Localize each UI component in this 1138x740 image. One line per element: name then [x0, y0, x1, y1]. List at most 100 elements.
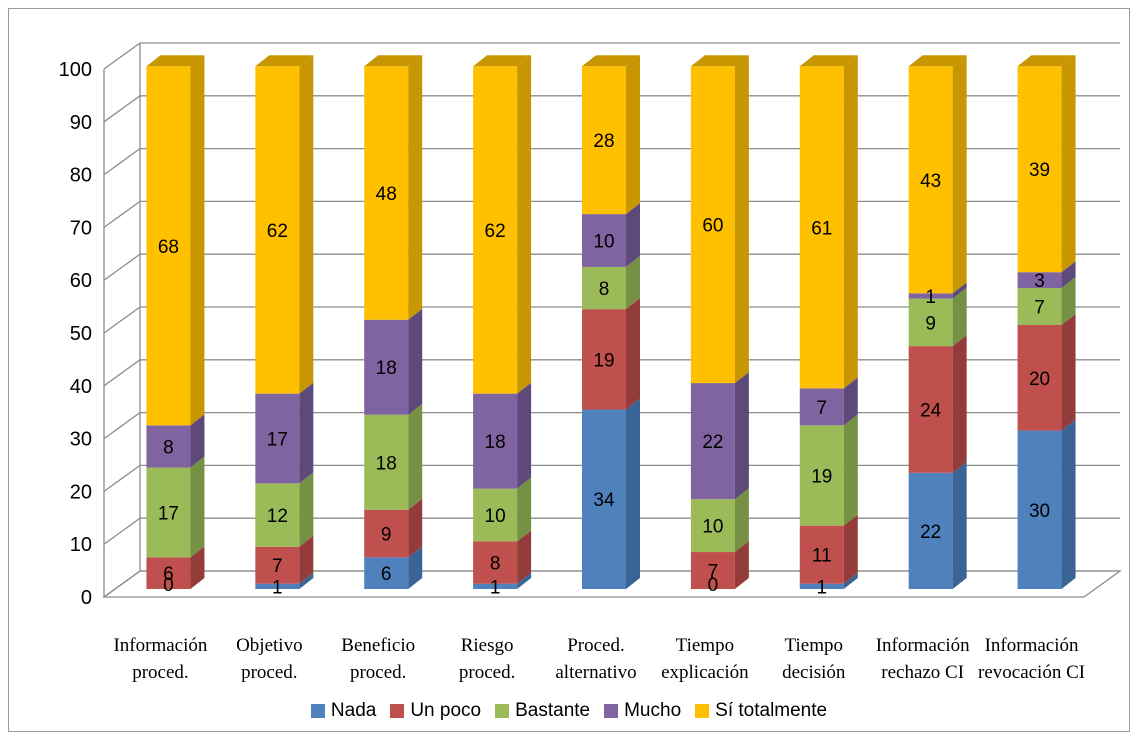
grid-depth-line: [103, 306, 141, 334]
bar-segment-side: [626, 398, 640, 589]
x-tick-label: proced.: [132, 662, 188, 683]
data-label: 22: [920, 522, 941, 543]
bar-top: [582, 55, 640, 67]
bar-segment-side: [299, 382, 314, 484]
x-tick-label: rechazo CI: [881, 662, 964, 683]
x-tick-label: proced.: [459, 662, 515, 683]
bar-segment: [473, 583, 518, 589]
x-tick-label: alternativo: [555, 662, 636, 683]
bar-stack: 17 12 17 62: [255, 55, 314, 598]
data-label: 28: [593, 131, 614, 152]
x-tick-label: Tiempo: [785, 635, 843, 656]
y-tick-label: 50: [70, 323, 92, 345]
bar-segment-side: [1061, 314, 1076, 431]
bar-stack: 30 20 7 3 39: [1017, 55, 1076, 589]
legend: Nada Un poco Bastante Mucho Sí totalmente: [0, 696, 1138, 726]
bar-segment-side: [299, 535, 314, 584]
x-tick-label: Beneficio: [341, 635, 415, 656]
y-tick-label: 100: [59, 59, 92, 81]
grid-depth-line: [103, 412, 141, 440]
bar-segment: [473, 66, 518, 394]
bar-segment: [582, 309, 626, 410]
bar-top: [1017, 55, 1076, 67]
legend-item: Un poco: [390, 700, 481, 722]
bar-segment: [582, 214, 626, 267]
legend-item: Bastante: [495, 700, 590, 722]
data-label: 60: [702, 216, 723, 237]
bar-stack: 07 10 22 60: [690, 55, 749, 596]
bar-segment-side: [734, 488, 749, 553]
data-label: 10: [485, 506, 506, 527]
data-label: 34: [593, 490, 615, 511]
bar-stack: 06 17 8 68: [146, 55, 205, 596]
bar-segment-side: [408, 403, 423, 510]
bars: 0617868171217626918184818101862341981028…: [146, 55, 1076, 598]
x-tick-label: Información: [876, 635, 970, 656]
legend-label: Bastante: [515, 700, 591, 721]
y-tick-label: 90: [70, 112, 92, 134]
bar-segment: [255, 483, 300, 547]
bar-segment: [1017, 66, 1062, 273]
legend-item: Sí totalmente: [695, 700, 827, 722]
bar-segment: [473, 393, 518, 489]
data-label: 18: [376, 358, 397, 379]
grid-depth-line: [103, 253, 141, 281]
bar-segment-side: [952, 282, 967, 299]
bar-segment: [799, 66, 844, 389]
data-label: 19: [811, 466, 832, 487]
bar-stack: 34 19 8 10 28: [582, 55, 640, 589]
data-label: 10: [702, 517, 723, 538]
data-label: 0: [708, 575, 719, 596]
x-tick-label: proced.: [241, 662, 297, 683]
bar-segment-side: [843, 55, 858, 389]
grid-depth-line: [103, 200, 141, 228]
bar-top: [364, 55, 423, 67]
bar-segment: [908, 298, 953, 347]
legend-label: Nada: [330, 700, 377, 721]
data-label: 39: [1029, 160, 1050, 181]
bar-top: [908, 55, 967, 67]
bar-segment-side: [408, 498, 423, 558]
bar-segment: [364, 557, 409, 589]
bar-segment: [799, 525, 844, 584]
bar-stack: 6 9 18 18 48: [364, 55, 423, 589]
bar-segment: [255, 546, 300, 584]
y-axis-ticks: 0 10 20 30 40 50 60 70 80 90 100: [59, 59, 92, 609]
legend-swatch: [695, 704, 710, 718]
legend-swatch: [310, 704, 325, 718]
x-tick-label: proced.: [350, 662, 406, 683]
x-tick-label: decisión: [782, 662, 846, 683]
data-label: 6: [163, 564, 174, 585]
bar-segment: [799, 388, 844, 426]
bar-segment-side: [843, 572, 858, 589]
data-label: 17: [158, 503, 179, 524]
bar-segment-side: [517, 477, 532, 542]
bar-segment-side: [734, 55, 749, 384]
bar-segment-side: [190, 456, 205, 558]
data-label: 7: [272, 556, 283, 577]
bar-segment: [908, 293, 953, 299]
bar-segment-side: [517, 530, 532, 584]
grid-depth-line: [103, 148, 141, 176]
bar-stack: 22 24 9 1 43: [908, 55, 967, 589]
x-tick-label: Proced.: [567, 635, 625, 656]
bar-segment: [582, 266, 626, 310]
data-label: 18: [485, 432, 506, 453]
x-tick-label: Información: [113, 635, 207, 656]
bar-segment-side: [517, 572, 532, 589]
data-label: 8: [599, 279, 610, 300]
bar-segment: [146, 557, 191, 589]
y-tick-label: 30: [70, 429, 92, 451]
data-label: 8: [163, 437, 174, 458]
data-label: 61: [811, 218, 832, 239]
y-tick-label: 70: [70, 217, 92, 239]
bar-segment: [255, 66, 300, 394]
bar-top: [473, 55, 532, 67]
data-label: 22: [702, 432, 723, 453]
legend-swatch: [604, 704, 619, 718]
bar-segment-side: [843, 514, 858, 584]
bar-segment: [799, 425, 844, 526]
data-label: 1: [816, 577, 827, 598]
data-label: 17: [267, 430, 288, 451]
